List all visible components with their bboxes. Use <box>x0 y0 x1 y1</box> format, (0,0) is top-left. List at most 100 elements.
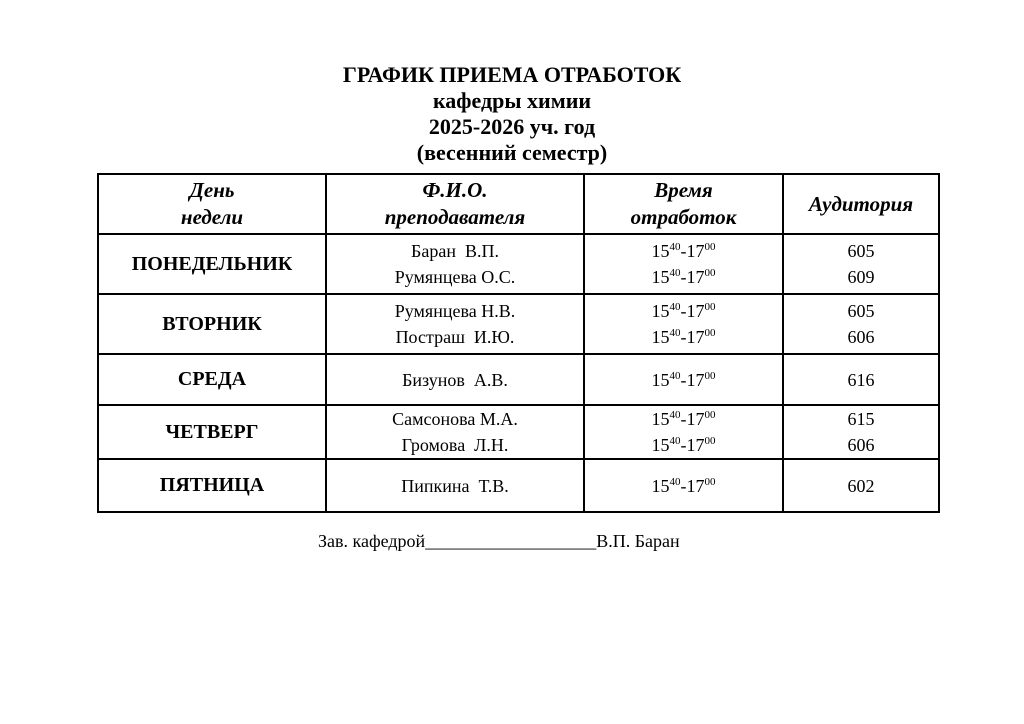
room-number: 615 <box>847 409 875 429</box>
table-row: ВТОРНИК Румянцева Н.В. Постраш И.Ю. 1540… <box>97 293 940 355</box>
table-row: ПОНЕДЕЛЬНИК Баран В.П. Румянцева О.С. 15… <box>97 233 940 295</box>
rooms-cell: 602 <box>782 458 940 513</box>
room-number: 606 <box>847 327 875 347</box>
time-range: 1540-1700 <box>585 298 782 324</box>
doc-title-line-4: (весенний семестр) <box>416 140 608 165</box>
time-dash: - <box>680 267 687 287</box>
time-start-minutes-sup: 40 <box>669 267 681 279</box>
rooms-cell: 605 606 <box>782 293 940 355</box>
time-dash: - <box>680 241 687 261</box>
time-dash: - <box>680 409 687 429</box>
teachers-cell: Баран В.П. Румянцева О.С. <box>325 233 585 295</box>
signature-line: Зав. кафедрой___________________В.П. Бар… <box>318 531 680 552</box>
time-dash: - <box>680 301 687 321</box>
time-start-hour: 15 <box>651 267 670 287</box>
document-title-block: ГРАФИК ПРИЕМА ОТРАБОТОК кафедры химии 20… <box>0 62 1024 166</box>
time-end-hour: 17 <box>686 409 705 429</box>
day-cell: СРЕДА <box>97 353 327 406</box>
time-dash: - <box>680 327 687 347</box>
time-range: 1540-1700 <box>585 406 782 432</box>
time-end-minutes-sup: 00 <box>704 409 716 421</box>
day-cell: ПЯТНИЦА <box>97 458 327 513</box>
time-start-minutes-sup: 40 <box>669 475 681 488</box>
teachers-cell: Пипкина Т.В. <box>325 458 585 513</box>
times-cell: 1540-1700 <box>583 458 784 513</box>
time-end-minutes-sup: 00 <box>704 301 716 313</box>
time-end-minutes-sup: 00 <box>704 369 716 382</box>
time-start-minutes-sup: 40 <box>669 409 681 421</box>
time-end-hour: 17 <box>686 267 705 287</box>
header-time-line1: Время <box>654 178 713 202</box>
teachers-cell: Румянцева Н.В. Постраш И.Ю. <box>325 293 585 355</box>
time-end-minutes-sup: 00 <box>704 241 716 253</box>
header-time-line2: отработок <box>630 205 737 229</box>
time-end-minutes-sup: 00 <box>704 475 716 488</box>
time-start-hour: 15 <box>651 327 670 347</box>
doc-title-line-3: 2025-2026 уч. год <box>428 114 596 139</box>
time-start-minutes-sup: 40 <box>669 327 681 339</box>
time-range: 1540-1700 <box>585 367 782 393</box>
teacher-name: Бизунов А.В. <box>402 369 508 390</box>
rooms-cell: 616 <box>782 353 940 406</box>
time-end-hour: 17 <box>686 475 705 496</box>
time-start-minutes-sup: 40 <box>669 301 681 313</box>
time-start-hour: 15 <box>651 241 670 261</box>
doc-title-line-1: ГРАФИК ПРИЕМА ОТРАБОТОК <box>342 62 682 87</box>
times-cell: 1540-1700 1540-1700 <box>583 404 784 460</box>
header-day: День недели <box>97 173 327 235</box>
time-end-minutes-sup: 00 <box>704 435 716 447</box>
time-start-minutes-sup: 40 <box>669 435 681 447</box>
teacher-name: Румянцева О.С. <box>394 267 516 287</box>
header-teacher-line1: Ф.И.О. <box>422 178 488 202</box>
teacher-name: Постраш И.Ю. <box>395 327 515 347</box>
time-start-minutes-sup: 40 <box>669 241 681 253</box>
table-row: СРЕДА Бизунов А.В. 1540-1700 616 <box>97 353 940 406</box>
header-teacher: Ф.И.О. преподавателя <box>325 173 585 235</box>
signature-name: В.П. Баран <box>596 531 680 551</box>
time-end-hour: 17 <box>686 369 705 390</box>
day-cell: ПОНЕДЕЛЬНИК <box>97 233 327 295</box>
time-end-minutes-sup: 00 <box>704 327 716 339</box>
room-number: 605 <box>847 301 875 321</box>
time-end-minutes-sup: 00 <box>704 267 716 279</box>
teachers-cell: Бизунов А.В. <box>325 353 585 406</box>
time-start-hour: 15 <box>651 475 670 496</box>
header-day-line1: День <box>189 178 235 202</box>
room-number: 609 <box>847 267 875 287</box>
teacher-name: Самсонова М.А. <box>392 409 518 429</box>
time-dash: - <box>680 475 687 496</box>
time-start-hour: 15 <box>651 301 670 321</box>
time-range: 1540-1700 <box>585 238 782 264</box>
teacher-name: Баран В.П. <box>411 241 499 261</box>
room-number: 602 <box>847 475 875 496</box>
time-range: 1540-1700 <box>585 264 782 290</box>
room-number: 605 <box>847 241 875 261</box>
times-cell: 1540-1700 1540-1700 <box>583 233 784 295</box>
time-start-hour: 15 <box>651 435 670 455</box>
time-range: 1540-1700 <box>585 324 782 350</box>
time-start-hour: 15 <box>651 409 670 429</box>
teacher-name: Румянцева Н.В. <box>394 301 516 321</box>
header-time: Время отработок <box>583 173 784 235</box>
time-end-hour: 17 <box>686 301 705 321</box>
table-row: ЧЕТВЕРГ Самсонова М.А. Громова Л.Н. 1540… <box>97 404 940 460</box>
signature-blank: ___________________ <box>425 531 597 551</box>
day-cell: ЧЕТВЕРГ <box>97 404 327 460</box>
time-start-hour: 15 <box>651 369 670 390</box>
room-number: 606 <box>847 435 875 455</box>
header-row: День недели Ф.И.О. преподавателя Время о… <box>97 173 940 235</box>
rooms-cell: 605 609 <box>782 233 940 295</box>
teacher-name: Громова Л.Н. <box>401 435 509 455</box>
time-end-hour: 17 <box>686 435 705 455</box>
header-room-line1: Аудитория <box>808 191 914 216</box>
room-number: 616 <box>847 369 875 390</box>
teacher-name: Пипкина Т.В. <box>401 475 509 496</box>
time-dash: - <box>680 369 687 390</box>
schedule-table: День недели Ф.И.О. преподавателя Время о… <box>97 173 940 513</box>
table-row: ПЯТНИЦА Пипкина Т.В. 1540-1700 602 <box>97 458 940 513</box>
rooms-cell: 615 606 <box>782 404 940 460</box>
time-start-minutes-sup: 40 <box>669 369 681 382</box>
time-range: 1540-1700 <box>585 432 782 458</box>
day-cell: ВТОРНИК <box>97 293 327 355</box>
